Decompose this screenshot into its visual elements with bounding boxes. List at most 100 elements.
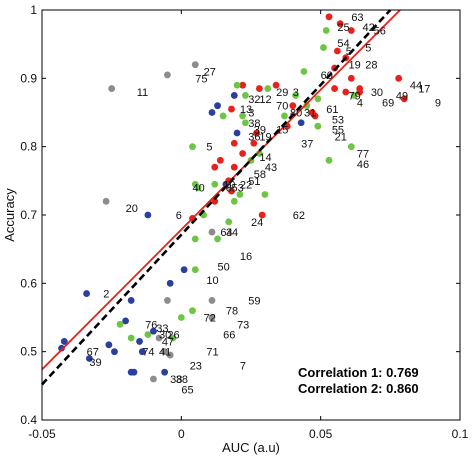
data-point bbox=[264, 85, 272, 92]
data-point bbox=[211, 163, 219, 171]
y-tick-label: 0.6 bbox=[20, 276, 37, 290]
data-point bbox=[297, 119, 305, 127]
fit-line-dashed-black bbox=[41, 9, 392, 386]
point-label: 38 bbox=[248, 118, 260, 130]
x-tick-label: 0.1 bbox=[452, 427, 469, 441]
correlation-1-annotation: Correlation 1: 0.769 bbox=[298, 365, 419, 380]
point-label: 5 bbox=[206, 142, 212, 154]
data-point bbox=[300, 68, 308, 75]
point-label: 71 bbox=[206, 347, 218, 359]
point-label: 51 bbox=[248, 176, 260, 188]
point-label: 10 bbox=[206, 275, 218, 287]
data-point bbox=[272, 81, 280, 89]
data-point bbox=[347, 27, 355, 34]
data-point bbox=[169, 334, 177, 342]
point-label: 53 bbox=[231, 183, 243, 195]
data-point bbox=[164, 297, 171, 304]
point-label: 43 bbox=[265, 162, 277, 174]
data-point bbox=[255, 85, 263, 92]
data-point bbox=[191, 61, 199, 69]
point-label: 22 bbox=[240, 179, 252, 191]
data-point bbox=[400, 95, 408, 103]
y-axis-label: Accuracy bbox=[2, 188, 17, 242]
data-point bbox=[331, 85, 338, 92]
data-point bbox=[311, 112, 319, 120]
point-label: 4 bbox=[357, 97, 363, 109]
data-point bbox=[144, 211, 152, 219]
point-label: 78 bbox=[226, 306, 238, 318]
point-label: 36 bbox=[248, 131, 260, 143]
point-label: 10 bbox=[223, 179, 235, 191]
data-point bbox=[239, 112, 247, 120]
y-tick-label: 0.4 bbox=[20, 413, 37, 427]
point-label: 5 bbox=[365, 43, 371, 55]
point-label: 67 bbox=[87, 347, 99, 359]
data-point bbox=[216, 156, 224, 164]
data-point bbox=[347, 74, 355, 82]
point-label: 3 bbox=[248, 108, 254, 120]
fit-line-solid-red bbox=[41, 9, 401, 371]
data-point bbox=[214, 235, 221, 243]
x-tick-label: 0.05 bbox=[309, 427, 333, 441]
data-point bbox=[225, 218, 233, 226]
data-point bbox=[230, 163, 238, 171]
data-point bbox=[342, 88, 350, 96]
data-point bbox=[347, 143, 355, 151]
data-point bbox=[161, 348, 169, 356]
point-label: 26 bbox=[167, 330, 179, 342]
point-label: 69 bbox=[382, 97, 394, 109]
point-label: 61 bbox=[326, 104, 338, 116]
data-point bbox=[211, 197, 219, 205]
data-point bbox=[261, 191, 269, 198]
point-label: 49 bbox=[396, 90, 408, 102]
data-point bbox=[108, 85, 116, 92]
point-label: 76 bbox=[145, 319, 157, 331]
data-point bbox=[122, 317, 129, 325]
data-point bbox=[177, 314, 185, 321]
point-label: 14 bbox=[259, 152, 271, 164]
point-label: 38 bbox=[170, 374, 182, 386]
data-point bbox=[150, 327, 157, 335]
point-label: 80 bbox=[290, 108, 302, 120]
point-label: 15 bbox=[276, 125, 288, 137]
data-point bbox=[242, 119, 249, 127]
point-label: 12 bbox=[259, 94, 271, 106]
point-label: 16 bbox=[240, 251, 252, 263]
point-label: 3 bbox=[293, 87, 299, 99]
data-point bbox=[228, 105, 235, 113]
point-label: 44 bbox=[410, 80, 422, 92]
data-point bbox=[333, 47, 341, 55]
fit-lines-layer bbox=[41, 9, 401, 386]
point-label: 73 bbox=[237, 319, 249, 331]
x-tick-label: -0.05 bbox=[28, 427, 56, 441]
point-label: 72 bbox=[204, 313, 216, 325]
data-point bbox=[325, 13, 333, 21]
data-point bbox=[130, 368, 138, 376]
point-label: 58 bbox=[254, 169, 266, 181]
point-label: 30 bbox=[371, 87, 383, 99]
data-point bbox=[292, 92, 299, 99]
data-point bbox=[230, 197, 238, 205]
point-label: 6 bbox=[176, 210, 182, 222]
point-label: 31 bbox=[304, 108, 316, 120]
point-label: 54 bbox=[337, 38, 349, 50]
point-label: 29 bbox=[276, 87, 288, 99]
point-label: 74 bbox=[142, 347, 154, 359]
data-point bbox=[250, 139, 258, 147]
data-point bbox=[239, 150, 247, 157]
data-point bbox=[230, 92, 238, 99]
point-label: 5 bbox=[346, 46, 352, 58]
data-point bbox=[194, 184, 202, 192]
data-point bbox=[58, 344, 65, 352]
data-point bbox=[127, 334, 135, 342]
point-label: 20 bbox=[126, 203, 138, 215]
data-point bbox=[336, 20, 344, 28]
point-label: 55 bbox=[332, 125, 344, 137]
point-label: 21 bbox=[335, 131, 347, 143]
data-point bbox=[214, 102, 221, 110]
correlation-2-annotation: Correlation 2: 0.860 bbox=[298, 381, 419, 396]
data-point bbox=[166, 351, 174, 359]
data-point bbox=[314, 122, 322, 130]
data-point bbox=[233, 129, 241, 137]
